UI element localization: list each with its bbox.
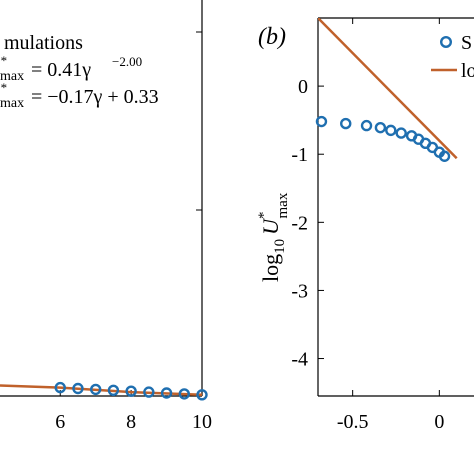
panel-a-series (0, 381, 208, 401)
y-label-log: log (258, 254, 283, 282)
panel-b-x-tick-label: -0.5 (337, 411, 369, 433)
panel-b-y-tick-label: -1 (291, 144, 308, 166)
panel-a-data-point (72, 382, 84, 395)
y-label-subscript: max (275, 192, 291, 218)
panel-b-data-point (340, 117, 352, 130)
panel-b-data-point (315, 115, 328, 128)
panel-a-x-tick-label: 6 (55, 411, 65, 433)
y-label-variable: U (258, 217, 283, 235)
panel-b-legend-marker (440, 36, 453, 49)
panel-b-data-point (360, 119, 373, 132)
panel-b-y-tick-label: -4 (291, 349, 308, 371)
panel-b-data-point (385, 124, 397, 137)
panel-a-fit-line (0, 384, 203, 397)
panel-b-legend-label: S (461, 32, 472, 54)
panel-b-x-ticks: -0.5 0 (337, 18, 444, 433)
panel-b-y-tick-label: -3 (291, 280, 308, 302)
panel-b-y-tick-label: 0 (298, 76, 308, 98)
panel-a-x-tick-label: 10 (192, 411, 212, 433)
panel-a-data-point (178, 388, 190, 400)
panel-a-legend-label: mulations (4, 32, 83, 54)
panel-b-data-point (374, 121, 387, 134)
panel-a-x-tick-label: 8 (126, 411, 136, 433)
panel-a: 6 8 10 mulations*max = 0.41γ −2.00*max = −0.1… (0, 0, 212, 433)
panel-b-legend: Slo (431, 32, 474, 82)
panel-b-data-point (395, 127, 407, 139)
panel-a-data-point (160, 387, 173, 399)
panel-a-legend: mulations*max = 0.41γ −2.00*max = −0.17γ + … (0, 32, 159, 111)
panel-a-legend-label: = −0.17γ + 0.33 (31, 86, 159, 108)
y-label-base: 10 (272, 239, 288, 254)
panel-a-data-point (107, 384, 120, 396)
panel-b-y-ticks: 0 -1 -2 -3 -4 (291, 76, 324, 371)
panel-b-y-label: log10 U* max (256, 192, 291, 282)
panel-b-data-point (438, 150, 451, 162)
panel-a-data-point (196, 389, 208, 401)
panel-a-legend-exponent: −2.00 (112, 54, 142, 69)
panel-a-legend-label: = 0.41γ (31, 59, 91, 81)
panel-a-data-point (54, 381, 66, 394)
panel-a-data-point (125, 385, 137, 397)
panel-a-data-point (89, 383, 102, 396)
panel-b-legend-label: lo (461, 60, 474, 82)
panel-a-legend-star: * (0, 53, 7, 68)
y-label-star: * (256, 211, 272, 219)
panel-a-legend-subscript: max (0, 69, 24, 84)
panel-b: (b) log10 U* max 0 -1 -2 -3 -4 -0.5 0 Slo (256, 17, 474, 433)
panel-b-y-tick-label: -2 (291, 212, 308, 234)
panel-b-y-axis-label: log10 U* max (256, 192, 291, 282)
panel-b-x-tick-label: 0 (434, 411, 444, 433)
panel-a-legend-subscript: max (0, 96, 24, 111)
panel-a-data-point (143, 386, 155, 398)
panel-a-legend-star: * (0, 80, 7, 95)
panel-b-label: (b) (258, 24, 286, 50)
panel-b-series (315, 18, 458, 162)
panel-b-fit-line (318, 18, 458, 160)
